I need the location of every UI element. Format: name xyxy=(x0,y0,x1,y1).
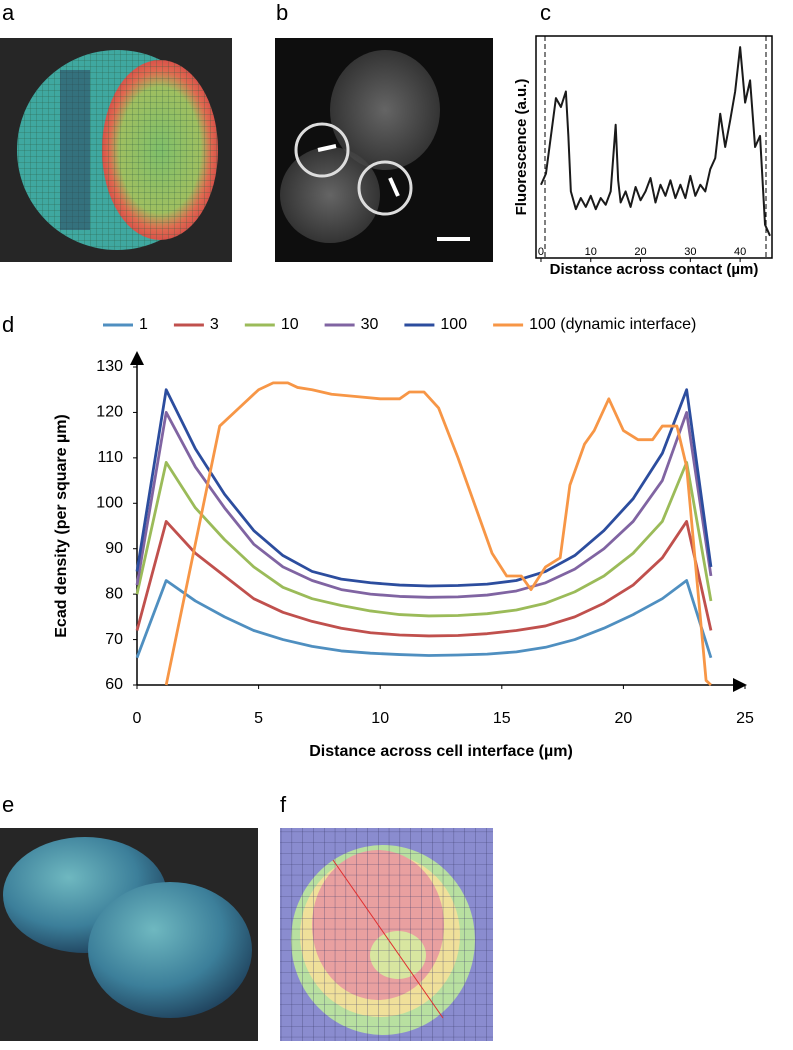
legend-label: 100 xyxy=(440,316,467,333)
x-tick-label: 20 xyxy=(615,710,633,727)
legend-label: 10 xyxy=(281,316,299,333)
x-tick-label: 5 xyxy=(254,710,263,727)
y-tick-label: 120 xyxy=(96,404,123,421)
x-tick-label: 25 xyxy=(736,710,754,727)
x-tick-label: 15 xyxy=(493,710,511,727)
x-tick-label: 10 xyxy=(585,246,597,258)
x-tick-label: 30 xyxy=(684,246,696,258)
y-tick-label: 110 xyxy=(97,449,123,466)
y-axis-label: Ecad density (per square µm) xyxy=(53,414,70,638)
y-axis-label: Fluorescence (a.u.) xyxy=(513,79,530,216)
x-axis-label: Distance across cell interface (µm) xyxy=(309,743,573,760)
plot-frame xyxy=(535,35,773,259)
series-line xyxy=(135,411,713,599)
y-axis-arrow xyxy=(130,351,144,365)
series-line xyxy=(135,579,713,659)
panel-a-image xyxy=(0,38,232,262)
x-tick-label: 0 xyxy=(538,246,544,258)
x-tick-label: 0 xyxy=(133,710,142,727)
panel-label: c xyxy=(540,0,551,25)
x-tick-label: 40 xyxy=(734,246,746,258)
x-axis-label: Distance across contact (µm) xyxy=(550,261,759,278)
series-line xyxy=(540,46,771,237)
panel-label: f xyxy=(280,792,287,817)
panel-label: e xyxy=(2,792,14,817)
panel-label: a xyxy=(2,0,15,25)
x-axis-arrow xyxy=(733,678,747,692)
panel-e-image xyxy=(0,828,258,1041)
legend-label: 30 xyxy=(361,316,379,333)
legend-label: 100 (dynamic interface) xyxy=(529,316,696,333)
y-tick-label: 100 xyxy=(96,495,123,512)
y-tick-label: 130 xyxy=(96,358,123,375)
legend-label: 1 xyxy=(139,316,148,333)
series-line xyxy=(164,381,712,687)
y-tick-label: 80 xyxy=(105,585,123,602)
panel-label: b xyxy=(276,0,288,25)
x-tick-label: 20 xyxy=(634,246,646,258)
y-tick-label: 90 xyxy=(105,540,123,557)
series-line xyxy=(135,520,713,638)
legend-label: 3 xyxy=(210,316,219,333)
series-line xyxy=(135,461,713,618)
panel-label: d xyxy=(2,312,14,337)
series-line xyxy=(135,388,713,588)
y-tick-label: 60 xyxy=(105,676,123,693)
panel-b-image xyxy=(275,38,493,262)
y-tick-label: 70 xyxy=(105,631,123,648)
panel-f-image xyxy=(280,828,493,1041)
x-tick-label: 10 xyxy=(371,710,389,727)
